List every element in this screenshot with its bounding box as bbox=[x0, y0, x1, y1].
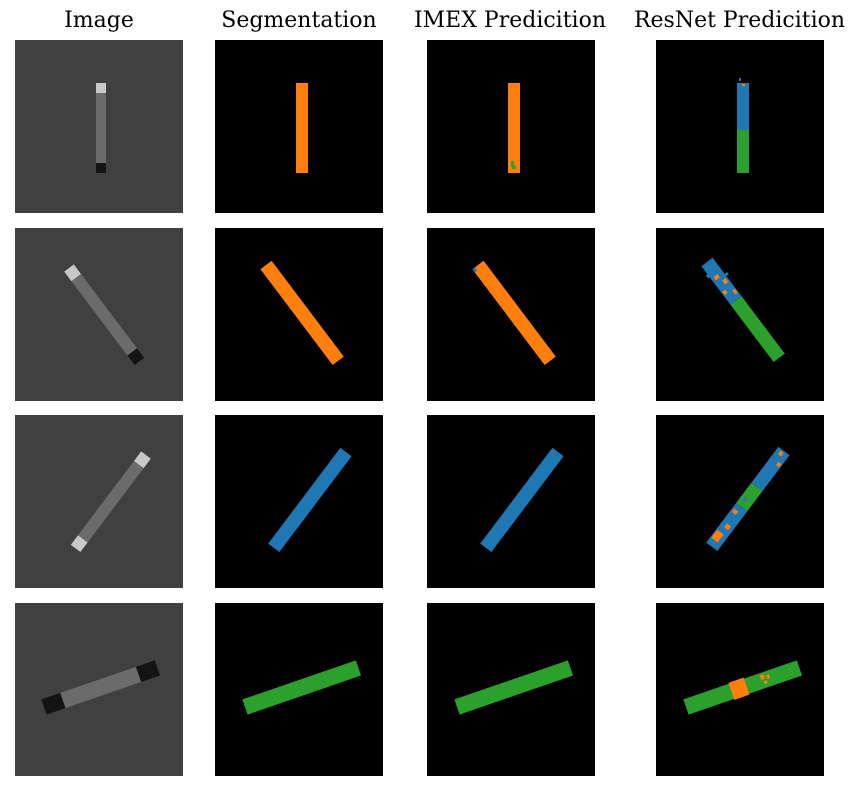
row4-resnet-prediction-panel bbox=[656, 603, 824, 776]
row2-image-panel bbox=[15, 228, 183, 401]
row3-segmentation-panel bbox=[215, 415, 383, 588]
row3-imex-prediction-panel bbox=[427, 415, 595, 588]
column-header-image: Image bbox=[64, 8, 134, 33]
row2-resnet-prediction-panel bbox=[656, 228, 824, 401]
row2-imex-prediction-panel bbox=[427, 228, 595, 401]
column-header-segmentation: Segmentation bbox=[221, 8, 377, 33]
row4-image-panel bbox=[15, 603, 183, 776]
row2-segmentation-panel bbox=[215, 228, 383, 401]
row3-resnet-prediction-panel bbox=[656, 415, 824, 588]
column-header-resnet-prediction: ResNet Predicition bbox=[633, 8, 846, 33]
row4-imex-prediction-panel bbox=[427, 603, 595, 776]
row1-segmentation-panel bbox=[215, 40, 383, 213]
row3-image-panel bbox=[15, 415, 183, 588]
row4-segmentation-panel bbox=[215, 603, 383, 776]
row1-image-panel bbox=[15, 40, 183, 213]
row1-imex-prediction-panel bbox=[427, 40, 595, 213]
row1-resnet-prediction-panel bbox=[656, 40, 824, 213]
column-header-imex-prediction: IMEX Predicition bbox=[413, 8, 607, 33]
